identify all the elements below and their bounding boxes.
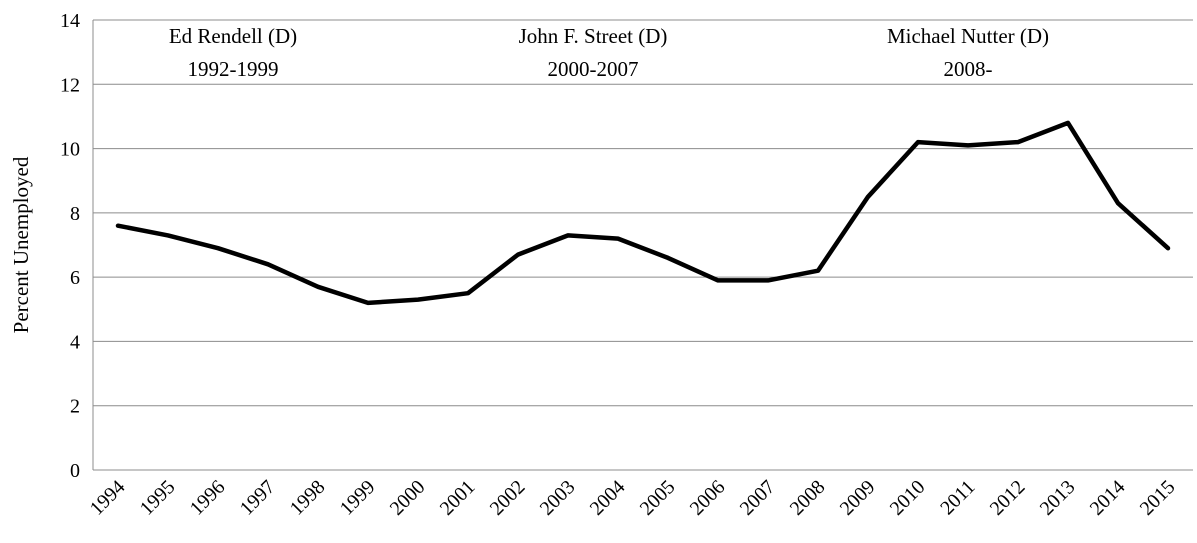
annotations: Ed Rendell (D) 1992-1999 John F. Street (D… [169, 24, 1049, 81]
x-tick-label: 1995 [136, 476, 180, 520]
x-tick-label: 2007 [736, 476, 780, 520]
annotation-mayor-years: 2008- [944, 57, 993, 81]
y-tick-labels: 0 2 4 6 8 10 12 14 [60, 10, 80, 482]
annotation-mayor-years: 2000-2007 [548, 57, 639, 81]
axes [92, 20, 1193, 471]
x-tick-label: 1999 [336, 476, 380, 520]
x-tick-label: 2003 [536, 476, 580, 520]
x-tick-label: 2004 [586, 476, 630, 520]
x-tick-label: 1997 [236, 476, 280, 520]
y-tick-label: 14 [60, 10, 80, 32]
x-tick-label: 1998 [286, 476, 330, 520]
annotation-mayor-name: Michael Nutter (D) [887, 24, 1049, 48]
x-tick-label: 1994 [86, 476, 130, 520]
x-tick-label: 2013 [1036, 476, 1080, 520]
x-tick-label: 2000 [386, 476, 430, 520]
y-tick-label: 2 [70, 396, 80, 418]
x-tick-label: 1996 [186, 476, 230, 520]
annotation-mayor-name: John F. Street (D) [519, 24, 668, 48]
x-tick-labels: 1994 1995 1996 1997 1998 1999 2000 2001 2002 2003… [86, 476, 1180, 520]
annotation-mayor-name: Ed Rendell (D) [169, 24, 297, 48]
x-tick-label: 2005 [636, 476, 680, 520]
x-tick-label: 2008 [786, 476, 830, 520]
gridlines [93, 19, 1193, 407]
series-line [115, 120, 1171, 306]
x-tick-label: 2014 [1086, 476, 1130, 520]
y-axis-label: Percent Unemployed [9, 156, 33, 333]
x-tick-label: 2012 [986, 476, 1030, 520]
y-tick-label: 10 [60, 139, 80, 161]
y-tick-label: 4 [70, 331, 80, 353]
annotation-mayor-years: 1992-1999 [188, 57, 279, 81]
y-tick-label: 8 [70, 203, 80, 225]
x-tick-label: 2011 [936, 476, 979, 519]
x-tick-label: 2006 [686, 476, 730, 520]
x-tick-label: 2002 [486, 476, 530, 520]
x-tick-label: 2001 [436, 476, 480, 520]
x-tick-label: 2009 [836, 476, 880, 520]
y-tick-label: 12 [60, 74, 80, 96]
y-tick-label: 0 [70, 460, 80, 482]
x-tick-label: 2010 [886, 476, 930, 520]
x-tick-label: 2015 [1136, 476, 1180, 520]
series [115, 120, 1171, 306]
y-tick-label: 6 [70, 267, 80, 289]
